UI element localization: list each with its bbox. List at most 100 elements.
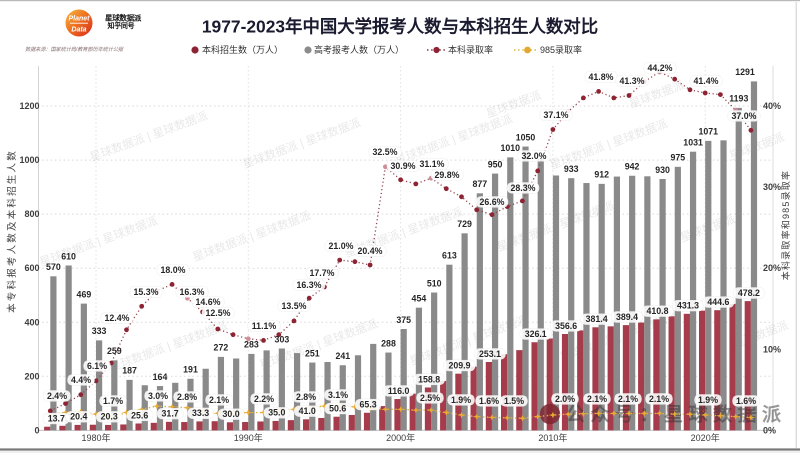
svg-text:164: 164 bbox=[153, 372, 168, 382]
svg-text:912: 912 bbox=[594, 170, 609, 180]
svg-text:253.1: 253.1 bbox=[479, 349, 501, 359]
svg-text:41.0: 41.0 bbox=[299, 406, 316, 416]
svg-text:2.1%: 2.1% bbox=[649, 394, 669, 404]
svg-text:389.4: 389.4 bbox=[616, 312, 638, 322]
svg-text:2.4%: 2.4% bbox=[47, 391, 67, 401]
svg-text:2010年: 2010年 bbox=[538, 432, 567, 443]
svg-text:28.3%: 28.3% bbox=[511, 183, 536, 193]
svg-text:283: 283 bbox=[244, 340, 259, 350]
svg-text:510: 510 bbox=[427, 278, 442, 288]
svg-text:158.8: 158.8 bbox=[418, 374, 440, 384]
svg-text:11.1%: 11.1% bbox=[252, 321, 277, 331]
svg-text:259: 259 bbox=[107, 346, 122, 356]
svg-text:20.4%: 20.4% bbox=[358, 246, 383, 256]
svg-text:44.2%: 44.2% bbox=[648, 63, 673, 73]
svg-text:33.3: 33.3 bbox=[192, 408, 209, 418]
svg-text:975: 975 bbox=[670, 153, 685, 163]
svg-text:13.5%: 13.5% bbox=[282, 301, 307, 311]
svg-text:930: 930 bbox=[655, 165, 670, 175]
svg-text:356.6: 356.6 bbox=[555, 321, 577, 331]
svg-text:1193: 1193 bbox=[729, 94, 748, 104]
svg-text:30%: 30% bbox=[763, 182, 781, 192]
svg-text:1050: 1050 bbox=[516, 132, 536, 142]
svg-text:星球数据派: 星球数据派 bbox=[105, 13, 142, 23]
svg-text:18.0%: 18.0% bbox=[161, 265, 186, 275]
svg-text:187: 187 bbox=[122, 366, 137, 376]
svg-text:6.1%: 6.1% bbox=[87, 361, 107, 371]
svg-text:Planet: Planet bbox=[68, 16, 90, 23]
svg-text:1200: 1200 bbox=[19, 101, 39, 111]
svg-text:191: 191 bbox=[183, 365, 198, 375]
svg-text:13.7: 13.7 bbox=[48, 414, 65, 424]
svg-text:2.2%: 2.2% bbox=[254, 394, 274, 404]
svg-text:41.4%: 41.4% bbox=[694, 76, 719, 86]
svg-text:1000: 1000 bbox=[19, 155, 39, 165]
svg-text:高考报考人数（万人）: 高考报考人数（万人） bbox=[314, 44, 404, 55]
svg-text:2020年: 2020年 bbox=[691, 432, 720, 443]
svg-text:31.1%: 31.1% bbox=[420, 159, 445, 169]
svg-text:333: 333 bbox=[92, 326, 107, 336]
svg-text:985录取率: 985录取率 bbox=[540, 44, 582, 55]
svg-text:1291: 1291 bbox=[735, 67, 755, 77]
svg-text:32.0%: 32.0% bbox=[522, 151, 547, 161]
svg-text:35.0: 35.0 bbox=[268, 408, 285, 418]
svg-text:2.1%: 2.1% bbox=[209, 395, 229, 405]
svg-text:41.3%: 41.3% bbox=[620, 76, 645, 86]
svg-text:20.3: 20.3 bbox=[101, 412, 118, 422]
svg-text:65.3: 65.3 bbox=[360, 400, 377, 410]
svg-text:2.1%: 2.1% bbox=[587, 394, 607, 404]
svg-text:2.8%: 2.8% bbox=[177, 392, 197, 402]
svg-text:本科录取率: 本科录取率 bbox=[448, 44, 493, 55]
svg-text:1071: 1071 bbox=[699, 127, 719, 137]
svg-text:877: 877 bbox=[472, 179, 487, 189]
svg-text:116.0: 116.0 bbox=[388, 386, 410, 396]
svg-text:50.6: 50.6 bbox=[329, 404, 346, 414]
svg-text:14.6%: 14.6% bbox=[196, 297, 221, 307]
svg-text:32.5%: 32.5% bbox=[373, 147, 398, 157]
svg-text:17.7%: 17.7% bbox=[310, 268, 335, 278]
svg-text:1010: 1010 bbox=[501, 143, 521, 153]
svg-text:15.3%: 15.3% bbox=[134, 287, 159, 297]
svg-text:30.9%: 30.9% bbox=[391, 161, 416, 171]
svg-text:37.1%: 37.1% bbox=[544, 110, 569, 120]
svg-text:25.6: 25.6 bbox=[131, 410, 148, 420]
svg-text:375: 375 bbox=[396, 315, 411, 325]
svg-text:1.9%: 1.9% bbox=[451, 395, 471, 405]
svg-text:200: 200 bbox=[24, 371, 39, 381]
svg-text:478.2: 478.2 bbox=[738, 288, 760, 298]
svg-text:600: 600 bbox=[24, 263, 39, 273]
svg-text:241: 241 bbox=[335, 351, 350, 361]
svg-text:2.0%: 2.0% bbox=[555, 394, 575, 404]
svg-text:469: 469 bbox=[77, 289, 92, 299]
svg-text:知乎同号: 知乎同号 bbox=[107, 21, 135, 30]
svg-text:400: 400 bbox=[24, 317, 39, 327]
svg-text:12.5%: 12.5% bbox=[206, 308, 231, 318]
svg-text:29.8%: 29.8% bbox=[435, 170, 460, 180]
svg-text:16.3%: 16.3% bbox=[180, 287, 205, 297]
svg-text:30.0: 30.0 bbox=[223, 409, 240, 419]
svg-text:729: 729 bbox=[457, 219, 472, 229]
svg-text:2.8%: 2.8% bbox=[296, 392, 316, 402]
svg-text:613: 613 bbox=[442, 251, 457, 261]
svg-text:10%: 10% bbox=[763, 344, 781, 354]
svg-text:12.4%: 12.4% bbox=[105, 313, 130, 323]
svg-text:41.8%: 41.8% bbox=[589, 72, 614, 82]
svg-text:21.0%: 21.0% bbox=[329, 241, 354, 251]
svg-text:Data: Data bbox=[71, 27, 86, 34]
svg-text:0%: 0% bbox=[763, 425, 776, 435]
svg-text:431.3: 431.3 bbox=[677, 301, 699, 311]
svg-text:20%: 20% bbox=[763, 263, 781, 273]
svg-text:942: 942 bbox=[625, 162, 640, 172]
svg-text:610: 610 bbox=[61, 251, 76, 261]
svg-text:2.5%: 2.5% bbox=[420, 393, 440, 403]
svg-text:1031: 1031 bbox=[683, 138, 703, 148]
svg-text:20.4: 20.4 bbox=[70, 412, 87, 422]
svg-text:数据来源：国家统计局/教育部历年统计公报: 数据来源：国家统计局/教育部历年统计公报 bbox=[25, 46, 124, 53]
svg-text:950: 950 bbox=[488, 159, 503, 169]
svg-text:251: 251 bbox=[305, 348, 320, 358]
svg-text:444.6: 444.6 bbox=[707, 297, 729, 307]
svg-text:288: 288 bbox=[381, 338, 396, 348]
svg-text:3.0%: 3.0% bbox=[148, 391, 168, 401]
svg-text:37.0%: 37.0% bbox=[732, 111, 757, 121]
svg-text:0: 0 bbox=[34, 425, 39, 435]
